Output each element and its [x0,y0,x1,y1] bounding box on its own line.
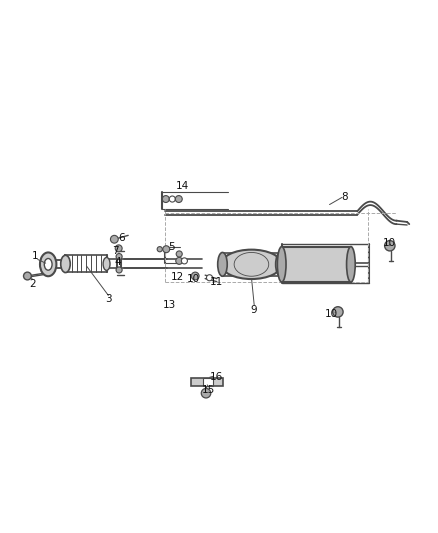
Text: 9: 9 [250,305,257,315]
Ellipse shape [218,253,227,276]
Text: 7: 7 [112,246,119,256]
Circle shape [169,196,175,202]
Circle shape [385,240,395,251]
Circle shape [181,258,187,264]
Ellipse shape [103,257,110,270]
Text: 14: 14 [176,182,189,191]
Text: 12: 12 [171,272,184,282]
Text: 10: 10 [325,309,338,319]
Ellipse shape [61,255,70,272]
Circle shape [201,389,211,398]
Text: 4: 4 [114,257,121,267]
Ellipse shape [40,253,57,276]
Ellipse shape [276,253,285,276]
Bar [191,378,223,386]
Circle shape [116,267,122,273]
Text: 6: 6 [118,233,125,244]
Circle shape [176,257,183,264]
Circle shape [24,272,32,280]
Ellipse shape [221,249,282,279]
Circle shape [162,196,169,203]
Text: 3: 3 [106,294,112,304]
Bar [282,247,351,282]
Circle shape [206,274,212,281]
Text: 10: 10 [187,274,200,285]
Text: 1: 1 [32,251,39,261]
Text: 2: 2 [29,279,35,289]
Circle shape [116,254,122,260]
Circle shape [176,251,182,257]
Bar [203,378,213,386]
Text: 15: 15 [201,385,215,395]
Circle shape [191,272,199,280]
Ellipse shape [277,247,286,282]
Text: 16: 16 [210,372,223,382]
Text: 8: 8 [341,192,348,203]
Circle shape [175,196,182,203]
Circle shape [333,306,343,317]
Text: 10: 10 [383,238,396,248]
Circle shape [115,245,122,252]
Text: 13: 13 [162,301,176,310]
Ellipse shape [346,247,355,282]
Circle shape [157,247,162,252]
Circle shape [163,246,170,253]
Text: 5: 5 [168,242,175,252]
Text: 11: 11 [210,277,223,287]
Ellipse shape [44,259,52,270]
Circle shape [110,236,118,243]
